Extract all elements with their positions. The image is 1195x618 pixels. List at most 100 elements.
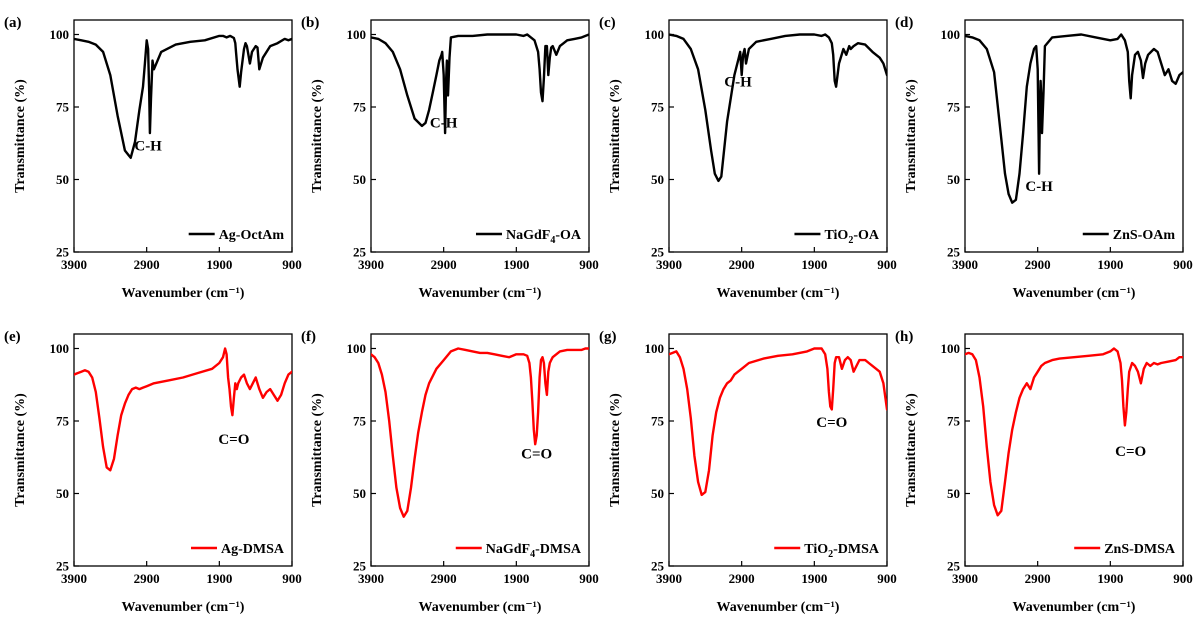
y-tick-label: 75 [353, 100, 367, 115]
peak-annotation: C=O [218, 432, 249, 448]
panel-label: (a) [4, 15, 22, 31]
legend-label: ZnS-OAm [1113, 228, 1176, 243]
x-tick-label: 900 [282, 571, 302, 586]
y-tick-label: 50 [353, 486, 366, 501]
y-tick-label: 100 [347, 341, 367, 356]
x-tick-label: 900 [282, 257, 302, 272]
x-tick-label: 900 [1173, 257, 1193, 272]
x-tick-label: 2900 [134, 571, 160, 586]
legend-label: Ag-DMSA [221, 542, 285, 557]
x-tick-label: 900 [1173, 571, 1193, 586]
legend: TiO2-OA [794, 228, 880, 246]
y-axis-title: Transmittance (%) [904, 393, 919, 507]
x-tick-label: 1900 [206, 257, 232, 272]
peak-annotation: C-H [430, 115, 458, 131]
y-tick-label: 25 [651, 245, 665, 260]
x-axis-title: Wavenumber (cm⁻¹) [1013, 286, 1136, 301]
y-tick-label: 25 [651, 559, 665, 574]
panel-label: (g) [599, 329, 617, 345]
x-tick-label: 1900 [1097, 571, 1123, 586]
series-line [74, 347, 292, 472]
x-tick-label: 3900 [656, 571, 682, 586]
series-line [669, 347, 887, 497]
y-tick-label: 25 [353, 559, 367, 574]
y-tick-label: 25 [56, 559, 70, 574]
y-tick-label: 100 [941, 341, 961, 356]
x-tick-label: 1900 [206, 571, 232, 586]
x-tick-label: 3900 [358, 257, 384, 272]
y-tick-label: 50 [56, 486, 69, 501]
legend-label: NaGdF4-DMSA [486, 542, 582, 560]
legend: ZnS-OAm [1082, 228, 1176, 243]
panel-a: (a) 25 50 75 100 3900 2900 1900 900 Wavenumber (c… [4, 15, 302, 301]
plot-frame [73, 19, 293, 253]
y-axis-title: Transmittance (%) [904, 79, 919, 193]
peak-annotation: C-H [1025, 179, 1053, 195]
legend: Ag-OctAm [188, 228, 285, 243]
x-tick-label: 2900 [1025, 257, 1051, 272]
x-tick-label: 1900 [503, 571, 529, 586]
x-axis-title: Wavenumber (cm⁻¹) [122, 286, 245, 301]
x-axis-title: Wavenumber (cm⁻¹) [419, 600, 542, 615]
x-axis-title: Wavenumber (cm⁻¹) [122, 600, 245, 615]
y-tick-label: 50 [651, 486, 664, 501]
legend-label: Ag-OctAm [219, 228, 285, 243]
y-tick-label: 75 [353, 414, 367, 429]
y-axis-title: Transmittance (%) [608, 393, 623, 507]
x-tick-label: 3900 [952, 257, 978, 272]
panel-g: (g) 25 50 75 100 3900 2900 1900 900 Wavenumber (c… [599, 329, 897, 615]
panel-d: (d) 25 50 75 100 3900 2900 1900 900 Wavenumber (c… [895, 15, 1193, 301]
y-tick-label: 75 [947, 414, 961, 429]
y-tick-label: 25 [947, 245, 961, 260]
series-line [965, 33, 1183, 204]
y-tick-label: 100 [50, 341, 70, 356]
x-tick-label: 3900 [358, 571, 384, 586]
x-tick-label: 3900 [656, 257, 682, 272]
legend: NaGdF4-DMSA [455, 542, 582, 560]
x-axis-title: Wavenumber (cm⁻¹) [717, 286, 840, 301]
legend: Ag-DMSA [191, 542, 285, 557]
panel-label: (e) [4, 329, 21, 345]
plot-frame [370, 333, 590, 567]
x-tick-label: 2900 [431, 571, 457, 586]
y-tick-label: 75 [56, 100, 70, 115]
peak-annotation: C-H [724, 75, 752, 91]
legend-label: TiO2-DMSA [804, 542, 880, 560]
y-tick-label: 75 [651, 100, 665, 115]
y-tick-label: 100 [645, 27, 665, 42]
series-line [371, 33, 589, 135]
panel-b: (b) 25 50 75 100 3900 2900 1900 900 Wavenumber (c… [301, 15, 599, 301]
y-tick-label: 25 [353, 245, 367, 260]
series-line [965, 347, 1183, 517]
x-axis-title: Wavenumber (cm⁻¹) [419, 286, 542, 301]
x-tick-label: 3900 [952, 571, 978, 586]
plot-frame [370, 19, 590, 253]
y-tick-label: 100 [347, 27, 367, 42]
y-axis-title: Transmittance (%) [310, 393, 325, 507]
y-axis-title: Transmittance (%) [608, 79, 623, 193]
y-tick-label: 50 [353, 172, 366, 187]
x-tick-label: 2900 [134, 257, 160, 272]
peak-annotation: C=O [521, 447, 552, 463]
legend-label: TiO2-OA [824, 228, 879, 246]
x-tick-label: 900 [579, 257, 599, 272]
x-tick-label: 1900 [503, 257, 529, 272]
y-axis-title: Transmittance (%) [310, 79, 325, 193]
peak-annotation: C=O [1115, 444, 1146, 460]
y-tick-label: 50 [947, 486, 960, 501]
y-tick-label: 75 [651, 414, 665, 429]
panel-label: (c) [599, 15, 616, 31]
y-tick-label: 100 [941, 27, 961, 42]
x-tick-label: 3900 [61, 571, 87, 586]
panel-label: (f) [301, 329, 316, 345]
panel-f: (f) 25 50 75 100 3900 2900 1900 900 Wavenumber (c… [301, 329, 599, 615]
plot-frame [668, 19, 888, 253]
peak-annotation: C=O [816, 415, 847, 431]
plot-frame [73, 333, 293, 567]
panel-h: (h) 25 50 75 100 3900 2900 1900 900 Wavenumber (c… [895, 329, 1193, 615]
x-tick-label: 900 [877, 571, 897, 586]
x-tick-label: 2900 [1025, 571, 1051, 586]
y-axis-title: Transmittance (%) [13, 393, 28, 507]
y-tick-label: 50 [651, 172, 664, 187]
